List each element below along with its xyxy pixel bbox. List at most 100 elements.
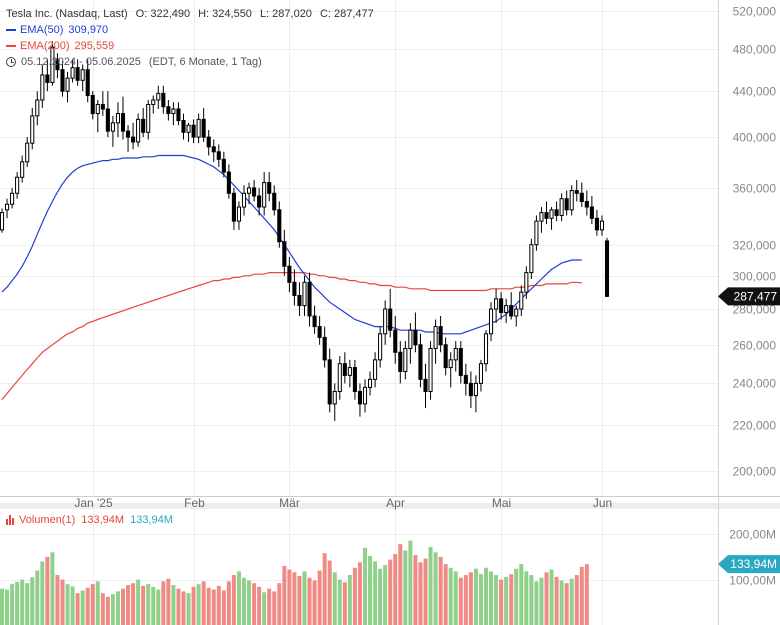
candle <box>252 179 257 202</box>
candle-body-down <box>166 106 171 115</box>
candle <box>262 172 267 216</box>
candle <box>131 122 136 150</box>
volume-bar-down <box>85 587 90 625</box>
candle-body-up <box>15 176 20 194</box>
candle <box>25 137 30 167</box>
candle-body-down <box>75 67 80 81</box>
candle <box>473 375 478 413</box>
candle <box>302 275 307 316</box>
candle-body-down <box>221 158 226 173</box>
volume-bar-up <box>136 579 141 625</box>
volume-bar-up <box>378 568 383 625</box>
candle <box>176 102 181 126</box>
candle-body-down <box>252 187 257 197</box>
candle <box>181 113 186 140</box>
volume-bar-down <box>398 544 403 625</box>
candle-body-down <box>141 118 146 133</box>
candle-body-down <box>357 390 363 405</box>
candle-body-down <box>216 151 221 160</box>
candle-body-down <box>277 209 282 243</box>
volume-legend: Volumen(1) 133,94M 133,94M <box>6 514 173 526</box>
candle-body-down <box>342 363 347 376</box>
candle <box>211 139 216 162</box>
volume-bar-up <box>453 571 458 625</box>
volume-bar-down <box>499 579 504 625</box>
candle <box>483 330 489 372</box>
candle <box>141 107 146 138</box>
volume-bar-down <box>131 583 136 625</box>
month-tick-label: Apr <box>386 496 405 510</box>
candle-body-up <box>539 212 544 222</box>
volume-bar-up <box>403 550 408 625</box>
volume-bar-up <box>504 576 509 625</box>
price-tick-label: 260,000 <box>733 339 777 353</box>
candle-body-down <box>554 209 559 216</box>
ema50-label[interactable]: EMA(50) <box>20 24 64 36</box>
candle-body-up <box>115 113 121 124</box>
candle <box>534 215 539 251</box>
candle-body-down <box>322 336 327 361</box>
candle <box>438 315 443 353</box>
candle <box>378 326 383 368</box>
candle-body-down <box>60 69 65 92</box>
candle <box>367 371 373 396</box>
candle <box>589 195 594 225</box>
volume-bar-up <box>242 577 246 625</box>
candle <box>463 363 468 396</box>
candle <box>226 164 231 199</box>
month-tick-label: Jan '25 <box>74 496 113 510</box>
volume-bar-down <box>544 572 549 625</box>
volume-bar-down <box>216 585 221 625</box>
volume-bar-up <box>433 552 438 625</box>
candle-body-up <box>599 220 605 231</box>
candle-body-down <box>443 344 448 369</box>
volume-bar-up <box>302 571 307 625</box>
volume-bar-down <box>105 596 110 625</box>
ema200-swatch <box>6 45 16 47</box>
volume-bar-up <box>40 561 45 625</box>
volume-bar-down <box>307 577 312 625</box>
candle-body-down <box>458 348 463 376</box>
candle-body-up <box>529 244 534 274</box>
volume-bar-down <box>201 581 206 625</box>
ema200-label[interactable]: EMA(200) <box>20 40 70 52</box>
candle <box>362 379 368 413</box>
candle-body-down <box>584 200 589 208</box>
candle-body-up <box>65 77 70 92</box>
candle-body-down <box>352 367 357 392</box>
candle-body-up <box>136 118 141 143</box>
volume-bar-down <box>342 582 347 625</box>
candle-body-down <box>231 192 236 222</box>
volume-bar-up <box>196 584 201 625</box>
volume-bars-icon <box>6 515 14 525</box>
candle <box>307 272 312 327</box>
candle <box>171 102 176 126</box>
candle <box>136 113 141 147</box>
candle-body-up <box>373 359 378 380</box>
candle <box>347 359 352 388</box>
candle <box>433 319 438 364</box>
candle <box>40 64 45 108</box>
volume-bar-down <box>191 586 196 625</box>
candle <box>287 256 292 293</box>
candle-body-down <box>564 198 569 211</box>
volume-label[interactable]: Volumen(1) <box>19 514 76 526</box>
candle-body-up <box>549 209 554 219</box>
volume-bar-up <box>549 569 554 625</box>
candle-body-down <box>257 195 262 208</box>
price-axis: 520,000 480,000 440,000 400,000 360,000 320,0… <box>718 5 780 479</box>
candle <box>519 285 524 316</box>
candle <box>267 172 272 202</box>
volume-bar-down <box>554 576 559 625</box>
candle <box>529 238 534 280</box>
candle <box>201 107 206 142</box>
candle <box>312 305 317 334</box>
candle <box>428 341 433 400</box>
volume-bar-down <box>206 587 211 625</box>
volume-axis: 200,00M 100,00M 133,94M <box>718 528 780 588</box>
ema200-value: 295,559 <box>74 40 115 52</box>
candle-body-up <box>95 103 100 115</box>
candle-body-up <box>483 333 489 365</box>
candle <box>257 187 262 216</box>
candle-body-up <box>383 308 388 335</box>
